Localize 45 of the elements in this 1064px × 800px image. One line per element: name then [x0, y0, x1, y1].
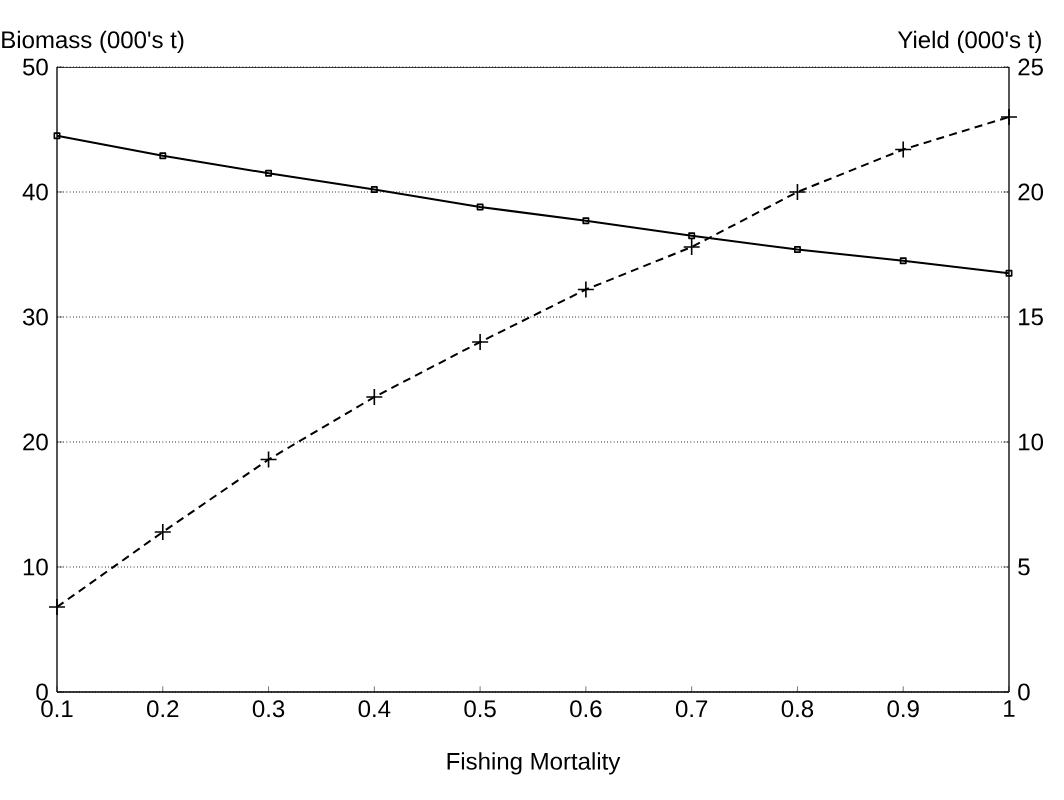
- x-tick-label: 0.3: [252, 700, 285, 718]
- x-tick-label: 0.4: [358, 700, 391, 718]
- y-tick-label: 10: [23, 558, 48, 576]
- x-tick-label: 0.5: [464, 700, 496, 718]
- x-tick-label: 0.2: [147, 700, 179, 718]
- point: [48, 598, 66, 616]
- y-tick-label: 50: [23, 58, 48, 76]
- x-tick-label: 0.1: [41, 700, 73, 718]
- y-tick-label: 40: [22, 183, 48, 201]
- point: [1000, 108, 1018, 126]
- y2-tick-label: 25: [1018, 58, 1043, 76]
- point: [793, 246, 801, 253]
- y2-tick-label: 0: [1018, 683, 1030, 701]
- y-tick-label: 20: [23, 433, 48, 451]
- x-tick-label: 0.7: [675, 700, 708, 718]
- point: [582, 217, 590, 225]
- point: [153, 523, 172, 541]
- point: [894, 140, 913, 159]
- y2-tick-label: 15: [1019, 308, 1043, 326]
- point: [682, 238, 701, 256]
- point: [899, 257, 907, 265]
- y-axis-title: Biomass (000's t): [2, 30, 184, 54]
- point: [577, 280, 595, 299]
- point: [471, 333, 489, 351]
- y2-tick-label: 10: [1019, 433, 1044, 451]
- point: [688, 232, 696, 240]
- y2-tick-label: 20: [1018, 183, 1044, 201]
- y2-tick-label: 5: [1018, 558, 1030, 576]
- point: [53, 132, 61, 140]
- x-tick-label: 0.9: [887, 700, 919, 718]
- point: [365, 388, 384, 406]
- point: [259, 450, 278, 469]
- point: [788, 183, 807, 201]
- x-tick-label: 0.6: [570, 700, 602, 718]
- point: [370, 186, 378, 193]
- point: [476, 203, 484, 211]
- y-tick-label: 0: [36, 683, 48, 701]
- y-tick-label: 30: [22, 308, 48, 326]
- x-tick-label: 1: [1004, 700, 1015, 717]
- x-axis-title: Fishing Mortality: [447, 752, 621, 775]
- point: [159, 152, 167, 160]
- x-tick-label: 0.8: [781, 700, 814, 718]
- point: [1005, 269, 1013, 277]
- y2-axis-title: Yield (000's t): [897, 30, 1041, 54]
- point: [265, 169, 273, 177]
